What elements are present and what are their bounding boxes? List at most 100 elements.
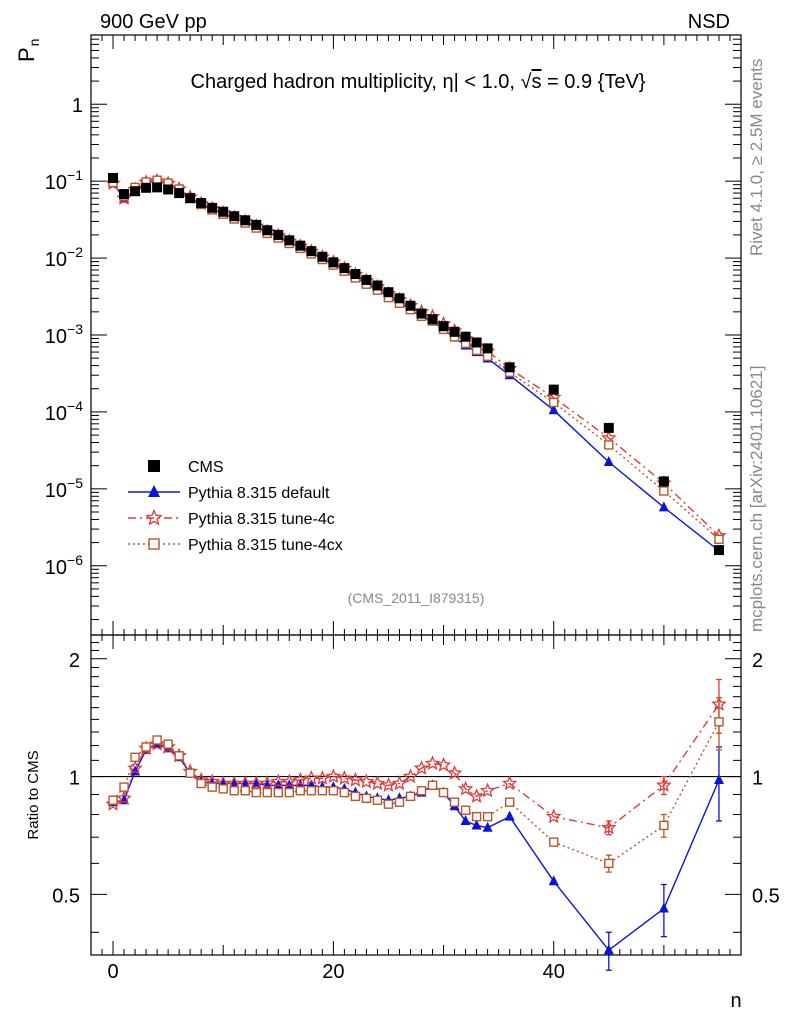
series-2-ratio-point (413, 760, 430, 775)
series-3-ratio-point (218, 784, 228, 794)
mcplots-label: mcplots.cern.ch [arXiv:2401.10621] (747, 366, 766, 632)
header-left: 900 GeV pp (100, 11, 207, 33)
series-3-ratio-point (207, 782, 217, 792)
cms-data-point (383, 287, 394, 298)
y-tick-label: 10−4 (45, 398, 83, 425)
cms-data-point (449, 326, 460, 337)
analysis-tag: (CMS_2011_I879315) (348, 590, 485, 606)
ratio-y-tick-label-right: 0.5 (752, 885, 780, 907)
series-2-ratio-point (380, 777, 397, 792)
series-2-ratio-point (314, 770, 331, 785)
series-3-main-point (471, 345, 482, 356)
cms-data-point (108, 172, 119, 183)
cms-data-point (438, 321, 449, 332)
cms-data-point (163, 184, 174, 195)
cms-data-point (273, 229, 284, 240)
series-2-ratio-point (446, 765, 463, 780)
cms-data-point (460, 331, 471, 342)
series-2-ratio-point (127, 760, 143, 775)
series-3-ratio-point (273, 787, 283, 798)
legend-marker (148, 538, 160, 550)
series-1-main-point (658, 501, 669, 512)
y-tick-label: 10−5 (45, 475, 83, 502)
cms-data-point (416, 308, 427, 319)
series-3-ratio-line (112, 721, 720, 865)
series-lines-layer (112, 179, 722, 971)
series-3-ratio-point (163, 739, 173, 749)
y-axis-label: Pn (14, 39, 42, 62)
series-1-main-point (548, 404, 559, 415)
y-tick-label: 10−1 (45, 167, 83, 194)
x-axis-label: n (730, 990, 741, 1012)
ticks-layer: 0 20 40 1 10−1 10−2 10−3 10−4 10−5 10−6 0.5 0.5 1 1 2 2 (45, 35, 780, 983)
series-2-ratio-point (600, 819, 617, 835)
series-1-ratio-point (548, 875, 559, 886)
y-tick-label: 1 (72, 95, 83, 117)
cms-data-point (141, 182, 152, 193)
cms-data-point (251, 219, 262, 230)
y-tick-label: 10−2 (45, 244, 83, 271)
series-3-ratio-point (383, 799, 394, 809)
cms-data-point (658, 476, 669, 487)
series-2-ratio-point (325, 768, 342, 784)
series-2-ratio-point (435, 756, 452, 772)
series-3-ratio-point (372, 795, 383, 805)
series-3-ratio-point (130, 752, 140, 763)
legend-entry: Pythia 8.315 default (128, 485, 330, 502)
legend-label: Pythia 8.315 tune-4cx (188, 537, 343, 554)
cms-data-point (196, 197, 207, 208)
series-1-ratio-point (119, 794, 130, 805)
series-3-ratio-point (284, 787, 295, 798)
cms-data-point (372, 280, 383, 291)
series-2-ratio-point (303, 770, 320, 785)
series-2-ratio-point (656, 777, 672, 792)
series-3-ratio-point (438, 787, 449, 798)
cms-data-point (482, 343, 493, 354)
series-2-ratio-point (116, 790, 132, 806)
cms-data-point (185, 193, 196, 204)
series-2-ratio-point (336, 770, 353, 785)
cms-data-point (295, 240, 306, 251)
series-2-ratio-point (457, 780, 474, 796)
chart-title: Charged hadron multiplicity, η| < 1.0, √… (191, 71, 646, 93)
series-3-ratio-point (152, 735, 162, 745)
series-3-ratio-point (460, 805, 471, 815)
series-1-ratio-point (482, 821, 493, 832)
cms-data-point (130, 186, 141, 197)
series-3-main-point (549, 397, 559, 408)
series-1-ratio-point (471, 819, 482, 830)
series-3-main-line (112, 179, 720, 540)
x-tick-label: 40 (543, 961, 565, 983)
series-3-ratio-point (482, 811, 493, 822)
series-2-ratio-point (479, 782, 496, 798)
series-3-main-point (604, 440, 614, 450)
series-2-ratio-point (281, 773, 298, 789)
series-2-ratio-point (292, 771, 309, 787)
series-2-ratio-point (424, 755, 441, 771)
cms-data-point (361, 274, 372, 285)
cms-data-point (471, 337, 482, 348)
series-3-ratio-point (659, 820, 669, 831)
series-3-ratio-point (339, 787, 350, 798)
series-3-ratio-point (317, 786, 328, 796)
series-3-ratio-point (119, 782, 129, 792)
series-3-ratio-point (471, 811, 482, 822)
series-3-ratio-point (361, 793, 372, 803)
series-3-ratio-point (185, 768, 195, 778)
cms-data-point (240, 215, 251, 226)
series-3-ratio-point (427, 780, 438, 790)
cms-data-point (394, 293, 405, 304)
rivet-label: Rivet 4.1.0, ≥ 2.5M events (747, 59, 766, 256)
cms-data-point (339, 263, 350, 274)
y-axis-label-main: P (14, 47, 39, 62)
series-3-ratio-point (306, 786, 317, 796)
cms-data-point (262, 225, 273, 236)
series-3-main-point (714, 534, 724, 545)
cms-data-point (504, 362, 515, 373)
series-3-ratio-point (262, 787, 272, 798)
series-3-ratio-point (141, 742, 151, 752)
cms-data-point (119, 189, 130, 200)
series-2-ratio-point (545, 808, 562, 824)
